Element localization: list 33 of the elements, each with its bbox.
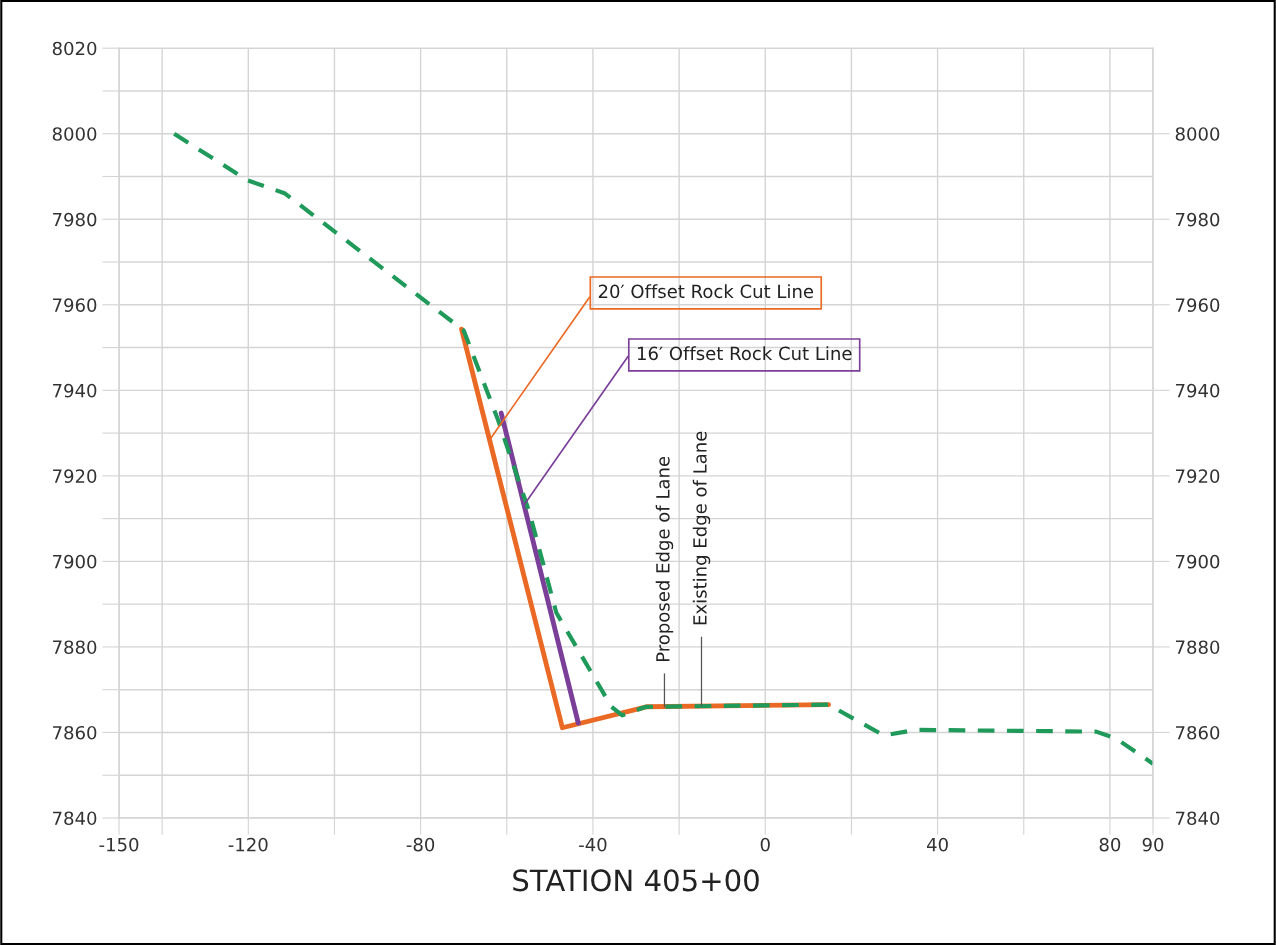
y-tick-label: 7840 (53, 811, 97, 826)
y-tick-label: 7900 (53, 554, 97, 569)
y-tick-label: 7960 (53, 298, 97, 312)
line-series (172, 131, 1153, 766)
y2-tick-label: 7980 (1176, 212, 1220, 227)
y2-tick-label: 7880 (1176, 640, 1220, 655)
annotation: 16′ Offset Rock Cut Line (638, 346, 852, 361)
y-tick-label: 8020 (52, 41, 97, 56)
y2-tick-label: 7840 (1176, 811, 1220, 826)
y-tick-label: 7880 (53, 640, 97, 655)
x-axis-title: STATION 405+00 (513, 869, 759, 892)
y2-tick-label: 7900 (1176, 554, 1220, 569)
x-tick-label: 40 (926, 837, 948, 852)
y2-tick-label: 7960 (1176, 298, 1220, 312)
y2-tick-label: 7860 (1176, 725, 1220, 740)
annotation: Existing Edge of Lane (692, 431, 711, 625)
x-tick-label: 80 (1099, 837, 1121, 852)
y-tick-label: 8000 (52, 127, 97, 141)
y-tick-label: 7920 (53, 469, 97, 483)
annotation: Proposed Edge of Lane (655, 456, 674, 662)
y2-tick-label: 7920 (1176, 469, 1220, 483)
x-tick-label: -120 (228, 837, 268, 852)
x-tick-label: -40 (579, 837, 607, 852)
x-tick-label: 0 (760, 837, 770, 852)
annotation: 20′ Offset Rock Cut Line (598, 284, 814, 299)
x-tick-label: 90 (1142, 837, 1164, 852)
y2-tick-label: 8000 (1175, 127, 1220, 141)
y-tick-label: 7940 (53, 383, 97, 398)
x-tick-label: -150 (99, 837, 139, 852)
x-tick-label: -80 (406, 837, 435, 852)
y2-tick-label: 7940 (1176, 383, 1220, 398)
y-tick-label: 7860 (53, 725, 97, 740)
y-tick-label: 7980 (53, 212, 97, 227)
